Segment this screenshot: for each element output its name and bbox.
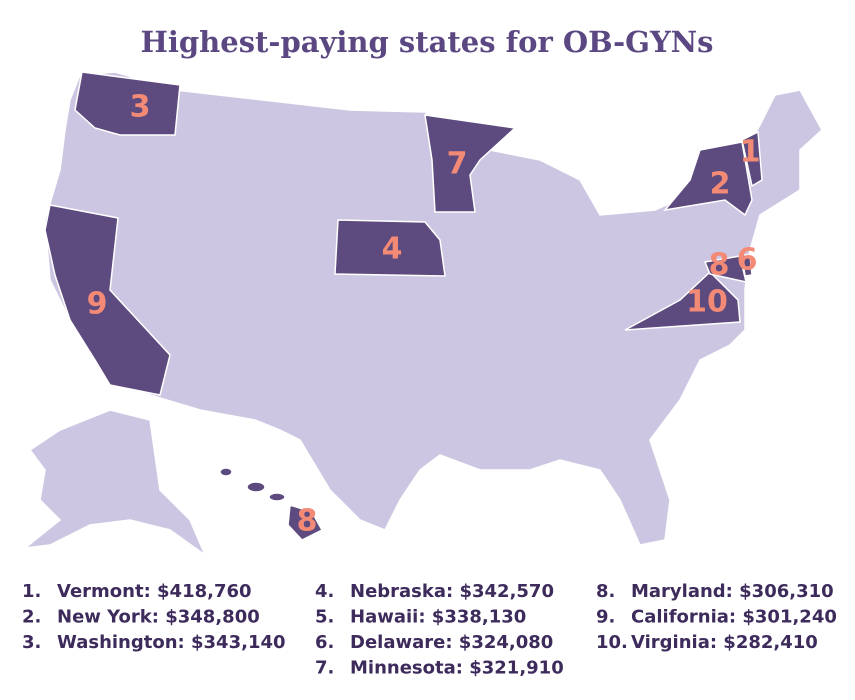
rank-entry: California: $301,240 (631, 607, 837, 628)
map-label: 8 (709, 248, 730, 283)
contiguous-us (44, 71, 823, 546)
rank-number: 5. (315, 607, 334, 628)
california (44, 204, 171, 396)
new-york (663, 141, 753, 217)
us-map (22, 71, 823, 558)
rank-number: 1. (22, 581, 41, 602)
rank-number: 4. (315, 581, 334, 602)
rank-number: 6. (315, 632, 334, 653)
rank-number: 3. (22, 632, 41, 653)
vermont (741, 130, 763, 188)
rank-entry: Washington: $343,140 (57, 632, 286, 653)
hawaii-island (268, 492, 286, 502)
rank-number: 2. (22, 607, 41, 628)
rank-entry: New York: $348,800 (57, 607, 260, 628)
rank-entry: Minnesota: $321,910 (350, 658, 564, 679)
map-label: 2 (710, 167, 731, 202)
map-label: 3 (130, 90, 151, 125)
map-label: 8 (297, 504, 318, 539)
rank-entry: Vermont: $418,760 (57, 581, 252, 602)
rank-entry: Nebraska: $342,570 (350, 581, 554, 602)
rank-number: 9. (596, 607, 615, 628)
rank-number: 10. (596, 632, 628, 653)
washington (74, 71, 181, 136)
hawaii-island (219, 467, 233, 477)
title: Highest-paying states for OB-GYNs (140, 25, 713, 59)
alaska (22, 409, 207, 558)
maryland (703, 255, 747, 283)
hawaii-island (246, 481, 266, 493)
rank-entry: Virginia: $282,410 (631, 632, 818, 653)
minnesota (424, 114, 517, 213)
virginia (624, 270, 741, 331)
map-label: 1 (740, 135, 761, 170)
map-label: 6 (737, 243, 758, 278)
hawaii (287, 504, 324, 541)
nebraska (334, 219, 446, 277)
map-label: 9 (87, 287, 108, 322)
rank-entry: Maryland: $306,310 (631, 581, 834, 602)
map-label: 7 (447, 147, 468, 182)
ranking-list: 1. Vermont: $418,760 2. New York: $348,800 3… (22, 581, 837, 679)
delaware (741, 254, 753, 277)
rank-number: 7. (315, 658, 334, 679)
rank-number: 8. (596, 581, 615, 602)
rank-entry: Delaware: $324,080 (350, 632, 553, 653)
map-label: 10 (686, 285, 728, 320)
map-label: 4 (382, 232, 403, 267)
rank-entry: Hawaii: $338,130 (350, 607, 526, 628)
